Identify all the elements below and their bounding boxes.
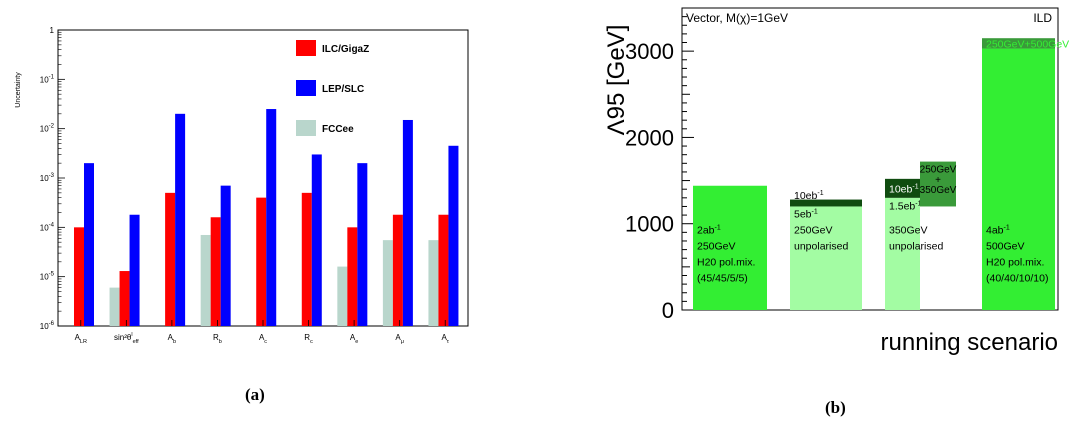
bar-ilc-gigaz [301,192,312,326]
y-tick-label: 10-4 [40,222,55,232]
bar-label: (45/45/5/5) [697,273,748,285]
bar-350-unpol: 350GeV unpolarised 10eb-1 1.5eb-1 [885,178,943,310]
bar-segment [790,206,862,310]
bar-segment [885,178,920,198]
bar-label: H20 pol.mix. [697,257,755,269]
legend-label: ILC/GigaZ [322,44,369,55]
bar-10ab-250-unpol: 250GeV unpolarised 10eb-1 5eb-1 [790,190,862,310]
bar-segment [982,38,1055,49]
x-tick-label: Rb [213,333,222,345]
bar-lep-slc [402,119,413,327]
bar-segment [693,185,767,310]
bar-fccee [200,234,211,326]
bar-fccee [337,266,348,326]
bar-top-label: 10eb-1 [889,183,919,195]
x-tick-label: Ae [350,333,358,345]
y-tick-label: 3000 [625,39,674,64]
panel-b-caption: (b) [825,398,846,417]
bar-segment [885,197,920,310]
y-tick-label: 2000 [625,125,674,150]
legend-swatch [296,120,316,136]
y-tick-label: 1000 [625,212,674,237]
bar-ilc-gigaz [165,192,176,326]
bar-lep-slc [175,113,186,326]
x-tick-label: Aτ [441,333,449,345]
x-tick-label: Rc [304,333,313,345]
plot-frame [681,7,1059,311]
bar-lep-slc [84,163,94,326]
legend-label: FCCee [322,124,354,135]
bar-lep-slc [129,214,140,326]
x-tick-label: sin²θleff [114,332,139,345]
bar-top-label: 5eb-1 [794,208,818,220]
bar-250-plus-350: 250GeV+350GeV [920,161,957,207]
bar-label: unpolarised [889,241,943,253]
bar-label: H20 pol.mix. [986,257,1044,269]
y-tick-label: 10-1 [40,74,55,84]
bar-lep-slc [357,163,368,326]
bar-fccee [382,240,393,326]
bar-ilc-gigaz [438,214,449,326]
bar-4ab-500-h20: 4ab-1 500GeV H20 pol.mix. (40/40/10/10) 250G… [982,38,1069,310]
bar-top-label: 10eb-1 [794,190,824,202]
bar-lep-slc [220,185,231,326]
bar-2ab-250-h20: 2ab-1 250GeV H20 pol.mix. (45/45/5/5) [693,185,767,310]
y-tick-label: 10-3 [40,173,55,183]
y-tick-label: 10-6 [40,321,55,331]
bar-segment [982,48,1055,310]
bar-label: 350GeV [889,225,928,237]
y-tick-label: 1 [50,26,55,35]
y-tick-label: 10-2 [40,124,55,134]
y-tick-label: 0 [662,298,674,323]
legend-label: LEP/SLC [322,84,364,95]
bar-top-label: 350GeV [920,185,957,196]
bar-fccee [428,240,439,326]
x-tick-label: Aμ [395,333,404,345]
bar-top-label: + [935,175,941,186]
bar-label: 500GeV [986,241,1025,253]
x-axis-label: running scenario [881,329,1058,356]
bar-segment [790,199,862,207]
bar-ilc-gigaz [119,271,130,326]
bar-segment [920,161,956,207]
bar-label: 4ab-1 [986,225,1010,237]
chart-title-right: ILD [1033,11,1052,25]
bar-fccee [109,287,120,326]
bar-label: 250GeV [697,241,736,253]
bar-ilc-gigaz [347,227,358,326]
panel-a-caption: (a) [245,385,265,404]
bar-top-label: 250GeV+500GeV [986,38,1069,50]
bar-lep-slc [448,145,459,326]
bar-lep-slc [311,154,322,326]
x-tick-label: ALR [75,333,87,345]
y-axis-label: Uncertainty [15,72,22,108]
bar-label: (40/40/10/10) [986,273,1048,285]
bar-lep-slc [266,109,277,326]
bar-top-label: 1.5eb-1 [889,201,922,213]
bar-ilc-gigaz [210,217,221,326]
legend-swatch [296,80,316,96]
bar-ilc-gigaz [256,197,267,326]
chart-title-left: Vector, M(χ)=1GeV [686,11,788,25]
x-tick-label: Ab [168,333,176,345]
bar-ilc-gigaz [74,227,84,326]
bar-label: 2ab-1 [697,225,721,237]
y-tick-label: 10-5 [40,272,55,282]
panel-a-uncertainty-chart: 1 10-1 10-2 10-3 10-4 10-5 10-6 Uncertainty ALR s… [15,26,469,345]
bar-label: unpolarised [794,241,848,253]
y-axis-label: Λ95 [GeV] [603,25,630,136]
legend-swatch [296,40,316,56]
x-tick-label: Ac [259,333,267,345]
bar-ilc-gigaz [392,214,403,326]
bar-top-label: 250GeV [920,164,957,175]
bar-label: 250GeV [794,225,833,237]
